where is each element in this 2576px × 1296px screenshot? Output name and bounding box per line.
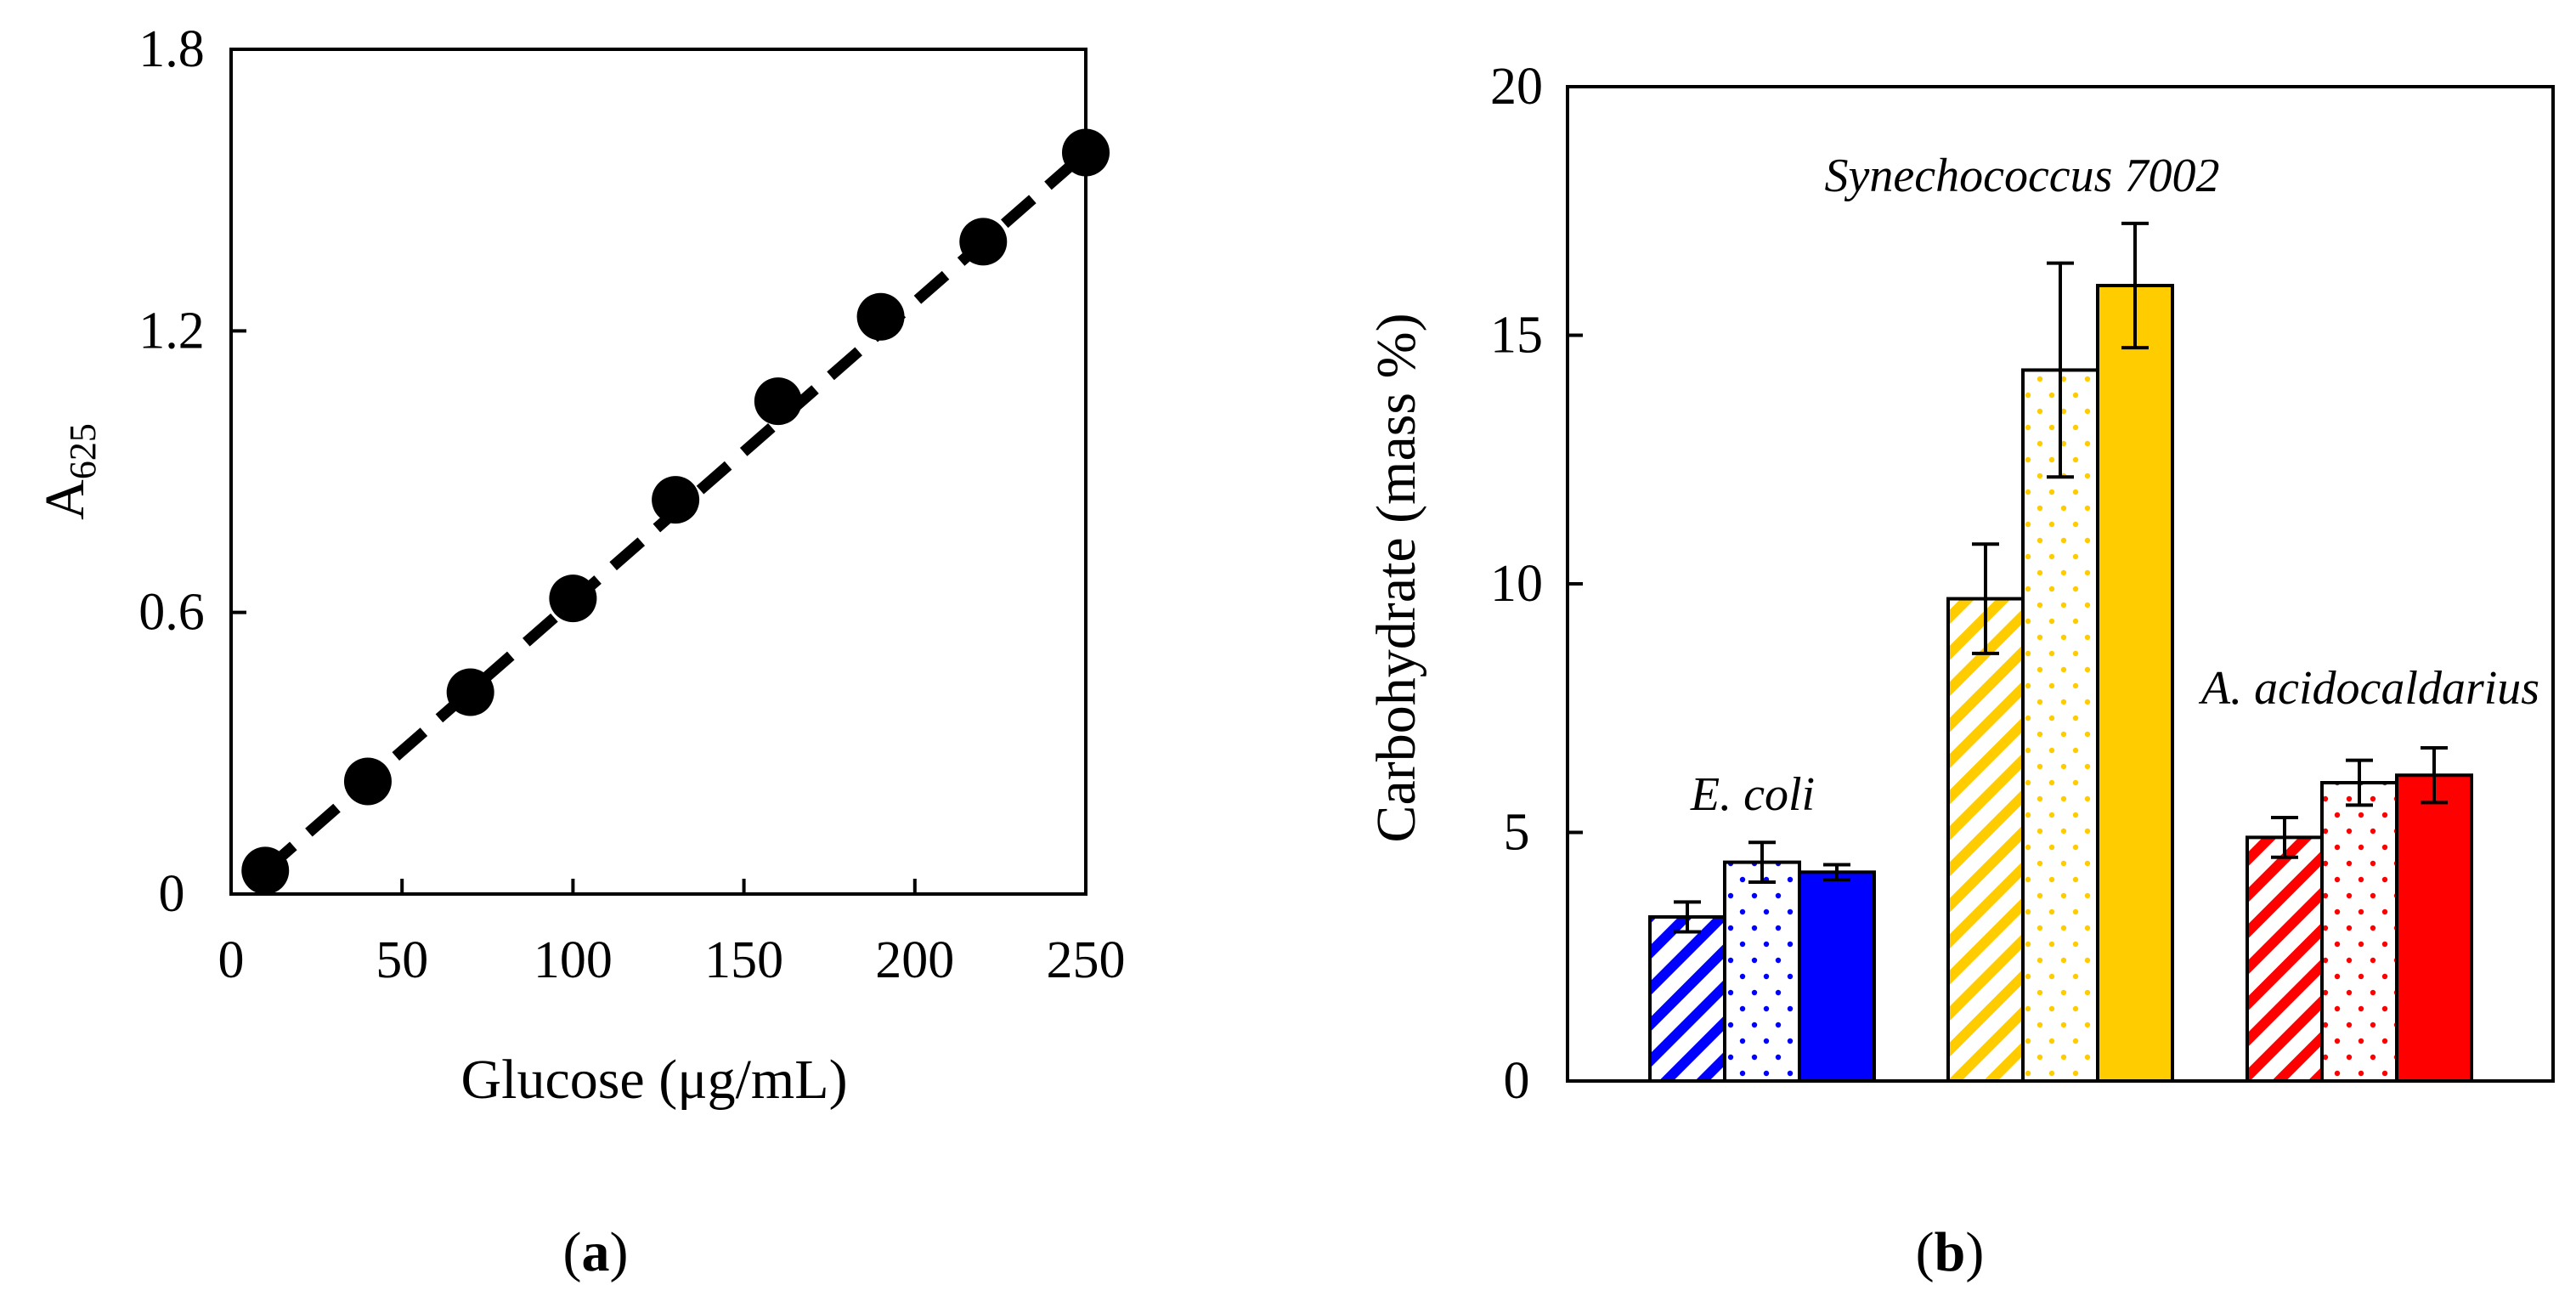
data-point <box>652 476 700 524</box>
data-point <box>549 574 597 623</box>
panel-a-y-axis-subscript: 625 <box>62 423 104 479</box>
panel-b-label: (b) <box>1916 1221 1985 1283</box>
panel-a-chart: 0 0.6 1.2 1.8 0 50 100 150 200 250 Glucose (μg/m… <box>34 20 1126 1283</box>
panel-b-y-tick-label: 0 <box>1504 1052 1530 1110</box>
panel-a-x-tick-label: 50 <box>376 931 428 989</box>
panel-b-y-ticks: 0 5 10 15 20 <box>1490 58 1583 1110</box>
panel-a-x-tick-label: 200 <box>875 931 954 989</box>
bar <box>1946 597 2025 1083</box>
bar <box>2096 284 2174 1083</box>
panel-a-y-axis-label: A625 <box>34 423 104 520</box>
panel-a-x-ticks: 0 50 100 150 200 250 <box>218 879 1126 989</box>
data-point <box>754 377 802 426</box>
bar <box>1723 860 1801 1083</box>
bar <box>1648 914 1726 1083</box>
panel-a-y-tick-label: 0 <box>159 865 185 923</box>
bar <box>1798 870 1876 1084</box>
panel-a-data-points <box>241 128 1110 895</box>
panel-a-plot-frame <box>229 48 1087 896</box>
panel-a-label: (a) <box>563 1221 629 1283</box>
panel-a-x-tick-label: 150 <box>704 931 783 989</box>
panel-a-y-tick-label: 1.8 <box>138 20 205 78</box>
panel-a-y-tick-label: 0.6 <box>138 584 205 642</box>
panel-b-y-tick-label: 15 <box>1490 307 1543 365</box>
data-point <box>959 218 1008 266</box>
data-point <box>343 757 392 806</box>
panel-a-x-axis-label: Glucose (μg/mL) <box>460 1049 847 1111</box>
panel-a-y-tick-label: 1.2 <box>138 302 205 359</box>
panel-b-y-tick-label: 10 <box>1490 555 1543 613</box>
panel-b-y-tick-label: 5 <box>1504 804 1530 862</box>
panel-b-chart: 0 5 10 15 20 E. coli Synechococcus 7002 A. a… <box>1365 58 2555 1283</box>
panel-a-x-tick-label: 100 <box>534 931 613 989</box>
bar <box>2246 835 2324 1083</box>
data-point <box>856 292 905 341</box>
data-point <box>1062 128 1110 177</box>
panel-a-x-tick-label: 0 <box>218 931 245 989</box>
panel-b-y-axis-label: Carbohydrate (mass %) <box>1365 313 1427 842</box>
annotation-synechococcus-7002: Synechococcus 7002 <box>1825 150 2220 202</box>
panel-a-y-ticks: 0 0.6 1.2 1.8 <box>138 20 246 923</box>
annotation-e-coli: E. coli <box>1690 768 1815 821</box>
panel-a-x-tick-label: 250 <box>1047 931 1126 989</box>
data-point <box>446 668 494 716</box>
bar <box>2320 781 2398 1083</box>
panel-b-bars <box>1568 221 2553 1084</box>
panel-b-y-tick-label: 20 <box>1490 58 1543 116</box>
annotation-a-acidocaldarius: A. acidocaldarius <box>2198 662 2539 715</box>
data-point <box>241 846 290 895</box>
bar <box>2395 773 2473 1083</box>
